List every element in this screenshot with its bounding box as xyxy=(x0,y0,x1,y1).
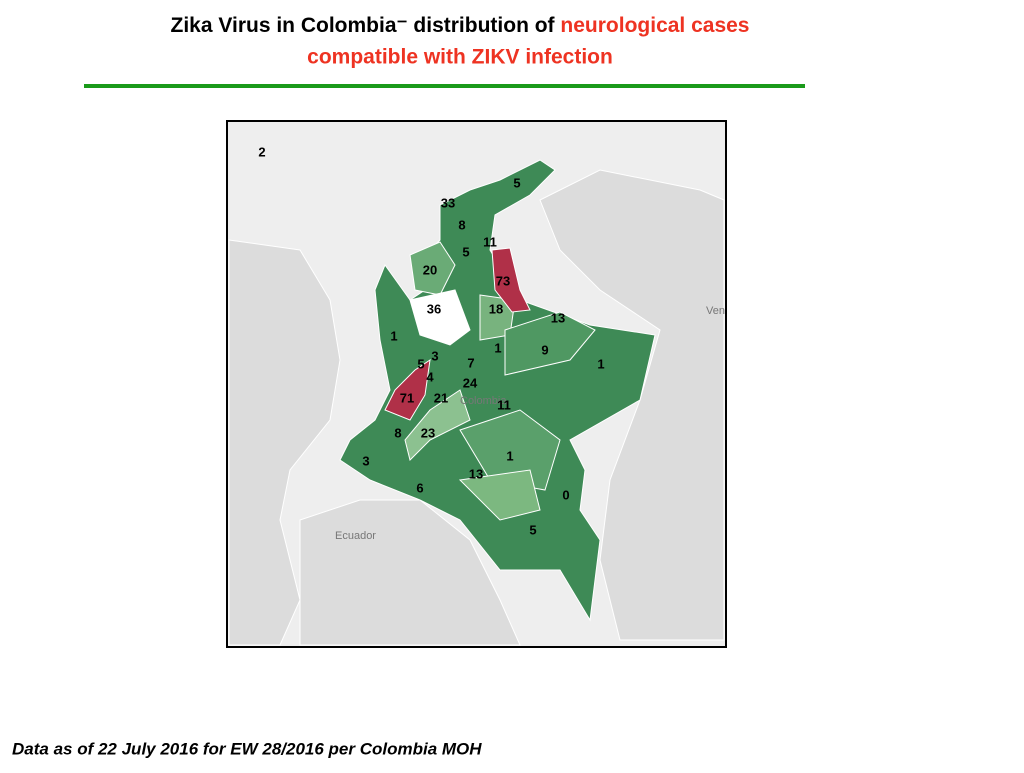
land xyxy=(299,499,521,646)
region-count: 71 xyxy=(400,390,414,405)
title-line-1: Zika Virus in Colombia⁻ distribution of … xyxy=(171,14,750,37)
region-count: 9 xyxy=(541,342,548,357)
region-count: 11 xyxy=(497,397,511,412)
region-count: 5 xyxy=(417,356,424,371)
region-count: 6 xyxy=(416,480,423,495)
region-count: 5 xyxy=(529,522,536,537)
region-count: 8 xyxy=(394,425,401,440)
region xyxy=(409,241,456,296)
region-count: 24 xyxy=(463,375,478,390)
region-count: 3 xyxy=(431,348,438,363)
region-count: 23 xyxy=(421,425,435,440)
title-black: Zika Virus in Colombia⁻ distribution of xyxy=(171,14,556,37)
title-line-2: compatible with ZIKV infection xyxy=(307,46,613,69)
region-count: 4 xyxy=(426,369,434,384)
region-count: 1 xyxy=(597,356,604,371)
region-count: 1 xyxy=(506,448,513,463)
region xyxy=(404,389,471,461)
region-count: 0 xyxy=(562,487,569,502)
region-high xyxy=(384,358,431,421)
region-count: 36 xyxy=(427,301,441,316)
region xyxy=(409,289,471,346)
region-count: 8 xyxy=(458,217,465,232)
region-count: 11 xyxy=(483,234,497,249)
region-count: 21 xyxy=(434,390,448,405)
region-count: 5 xyxy=(513,175,520,190)
region-count: 13 xyxy=(469,466,483,481)
title-red: neurological cases xyxy=(560,14,749,37)
region-count: 73 xyxy=(496,273,510,288)
region-count: 1 xyxy=(494,340,501,355)
region-count: 3 xyxy=(362,453,369,468)
region-count: 1 xyxy=(390,328,397,343)
region xyxy=(458,469,541,521)
region-count: 18 xyxy=(489,301,503,316)
footer: Data as of 22 July 2016 for EW 28/2016 p… xyxy=(12,739,482,758)
region-count: 33 xyxy=(441,195,455,210)
region xyxy=(504,311,596,376)
region xyxy=(459,409,561,491)
region-count: 5 xyxy=(462,244,469,259)
region-count: 2 xyxy=(258,144,265,159)
place-name: Ecuador xyxy=(335,530,376,542)
place-name: Ven xyxy=(706,305,725,317)
region-count: 20 xyxy=(423,262,437,277)
region-high xyxy=(491,247,531,313)
land xyxy=(228,239,341,646)
region-count: 7 xyxy=(467,355,474,370)
place-name: Colombia xyxy=(460,395,507,407)
region-count: 13 xyxy=(551,310,565,325)
land xyxy=(539,169,725,641)
